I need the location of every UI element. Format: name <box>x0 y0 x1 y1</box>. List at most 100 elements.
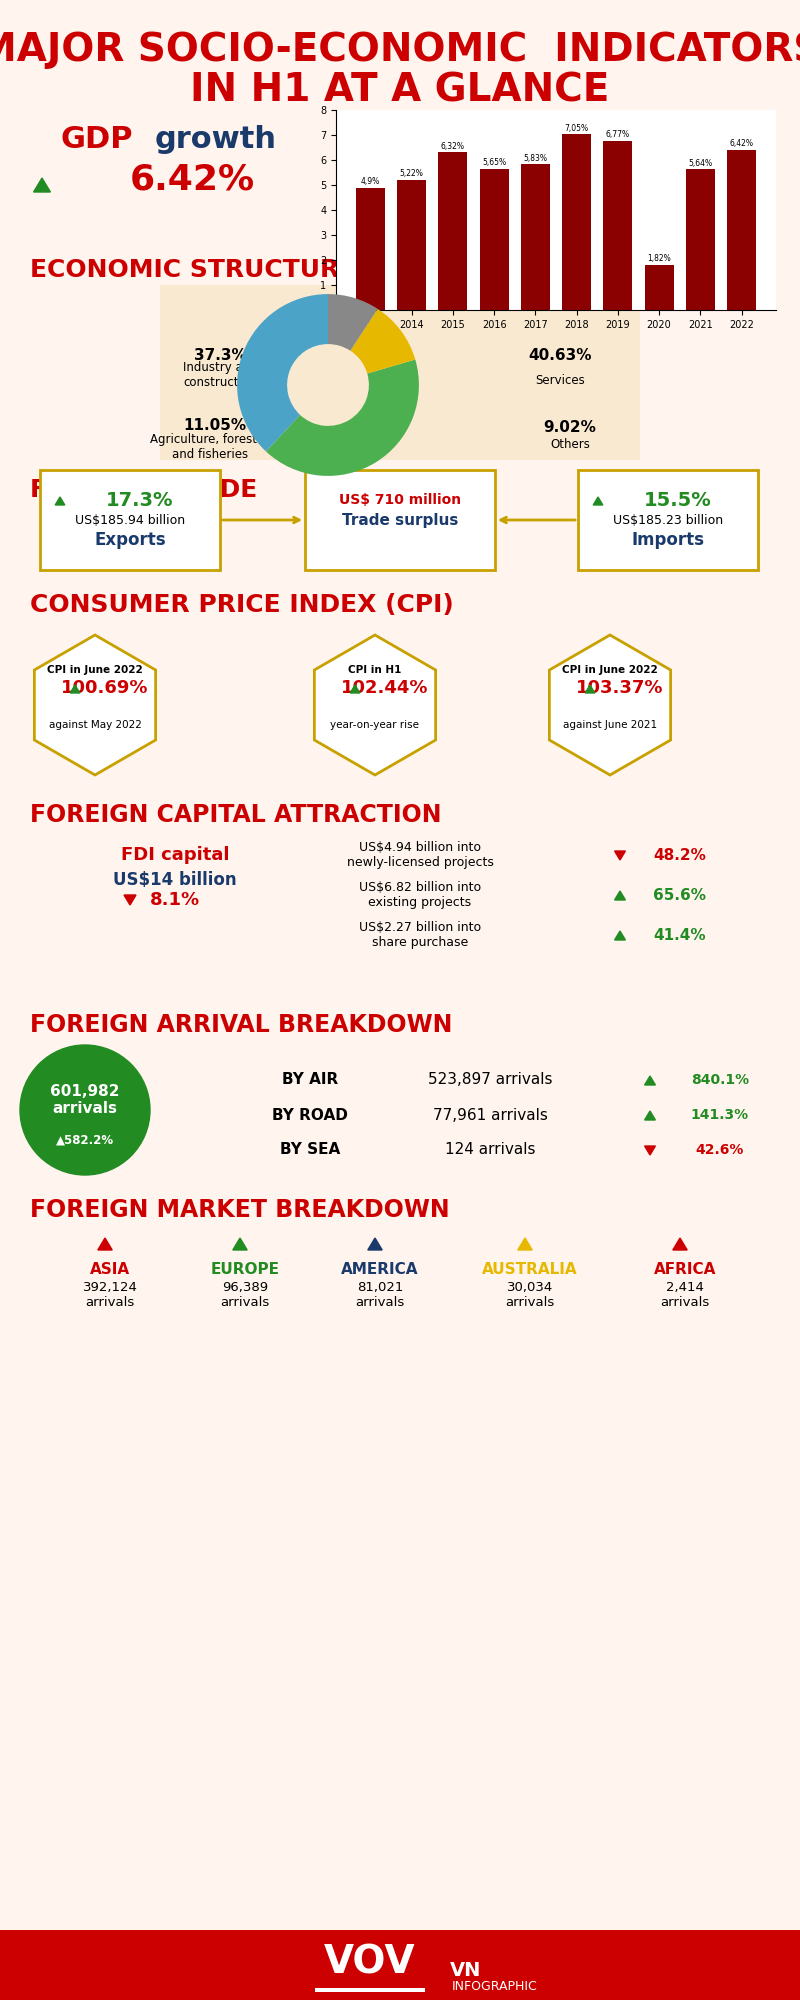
Polygon shape <box>645 1112 655 1120</box>
Text: 6,42%: 6,42% <box>730 140 754 148</box>
Text: 103.37%: 103.37% <box>576 680 664 698</box>
Wedge shape <box>350 308 415 374</box>
Text: INFOGRAPHIC: INFOGRAPHIC <box>452 1980 538 1992</box>
Text: ▲582.2%: ▲582.2% <box>56 1134 114 1146</box>
Text: 601,982
arrivals: 601,982 arrivals <box>50 1084 120 1116</box>
Text: US$185.94 billion: US$185.94 billion <box>75 514 185 526</box>
Wedge shape <box>266 360 419 476</box>
Polygon shape <box>350 684 360 694</box>
Wedge shape <box>237 294 328 452</box>
Text: US$2.27 billion into
share purchase: US$2.27 billion into share purchase <box>359 920 481 950</box>
Text: BY ROAD: BY ROAD <box>272 1108 348 1122</box>
Polygon shape <box>368 1238 382 1250</box>
Bar <box>686 170 714 310</box>
Text: US$4.94 billion into
newly-licensed projects: US$4.94 billion into newly-licensed proj… <box>346 840 494 868</box>
Text: 523,897 arrivals: 523,897 arrivals <box>428 1072 552 1088</box>
Text: 7,05%: 7,05% <box>565 124 589 132</box>
Polygon shape <box>614 932 626 940</box>
Polygon shape <box>314 636 436 774</box>
Text: EUROPE: EUROPE <box>210 1262 279 1278</box>
Text: 102.44%: 102.44% <box>342 680 429 698</box>
Polygon shape <box>673 1238 687 1250</box>
Wedge shape <box>328 294 378 350</box>
Polygon shape <box>645 1076 655 1084</box>
Text: 6,77%: 6,77% <box>606 130 630 140</box>
Text: 5,22%: 5,22% <box>400 170 424 178</box>
Text: AFRICA: AFRICA <box>654 1262 716 1278</box>
Text: US$14 billion: US$14 billion <box>113 872 237 888</box>
Text: 17.3%: 17.3% <box>106 490 174 510</box>
Bar <box>160 284 640 460</box>
Text: CPI in June 2022: CPI in June 2022 <box>562 664 658 676</box>
Text: GDP: GDP <box>60 126 133 154</box>
Text: AMERICA: AMERICA <box>342 1262 418 1278</box>
Text: 100.69%: 100.69% <box>62 680 149 698</box>
Text: 8.1%: 8.1% <box>150 892 200 908</box>
Polygon shape <box>34 636 156 774</box>
Text: 5,83%: 5,83% <box>523 154 547 164</box>
Text: BY SEA: BY SEA <box>280 1142 340 1158</box>
Text: IN H1 AT A GLANCE: IN H1 AT A GLANCE <box>190 70 610 108</box>
Text: 96,389
arrivals: 96,389 arrivals <box>220 1282 270 1308</box>
Text: FOREIGN MARKET BREAKDOWN: FOREIGN MARKET BREAKDOWN <box>30 1198 450 1222</box>
Text: 6,32%: 6,32% <box>441 142 465 150</box>
Polygon shape <box>518 1238 532 1250</box>
Text: 392,124
arrivals: 392,124 arrivals <box>82 1282 138 1308</box>
Polygon shape <box>586 684 594 694</box>
Polygon shape <box>594 496 603 504</box>
Text: ASIA: ASIA <box>90 1262 130 1278</box>
Bar <box>603 140 632 310</box>
Text: 5,65%: 5,65% <box>482 158 506 168</box>
Text: 42.6%: 42.6% <box>696 1144 744 1156</box>
Text: 48.2%: 48.2% <box>654 848 706 862</box>
Text: 41.4%: 41.4% <box>654 928 706 942</box>
Text: Others: Others <box>550 438 590 452</box>
Text: 15.5%: 15.5% <box>644 490 712 510</box>
Text: FOREIGN TRADE: FOREIGN TRADE <box>30 478 258 502</box>
Text: CONSUMER PRICE INDEX (CPI): CONSUMER PRICE INDEX (CPI) <box>30 592 454 616</box>
Text: year-on-year rise: year-on-year rise <box>330 720 419 730</box>
Text: Agriculture, forestry
and fisheries: Agriculture, forestry and fisheries <box>150 434 270 462</box>
Text: 840.1%: 840.1% <box>691 1072 749 1088</box>
FancyBboxPatch shape <box>578 470 758 570</box>
Polygon shape <box>614 852 626 860</box>
Text: FOREIGN ARRIVAL BREAKDOWN: FOREIGN ARRIVAL BREAKDOWN <box>30 1012 452 1036</box>
Bar <box>562 134 591 310</box>
Polygon shape <box>550 636 670 774</box>
Text: FOREIGN CAPITAL ATTRACTION: FOREIGN CAPITAL ATTRACTION <box>30 802 442 828</box>
Bar <box>398 180 426 310</box>
Text: US$6.82 billion into
existing projects: US$6.82 billion into existing projects <box>359 880 481 908</box>
Text: US$ 710 million: US$ 710 million <box>339 492 461 506</box>
Bar <box>438 152 467 310</box>
Polygon shape <box>98 1238 112 1250</box>
Text: VN: VN <box>450 1960 482 1980</box>
Text: Trade surplus: Trade surplus <box>342 512 458 528</box>
Bar <box>727 150 756 310</box>
Text: growth: growth <box>155 126 277 154</box>
Text: 77,961 arrivals: 77,961 arrivals <box>433 1108 547 1122</box>
Polygon shape <box>70 684 80 694</box>
Text: ECONOMIC STRUCTURE: ECONOMIC STRUCTURE <box>30 258 356 282</box>
Polygon shape <box>124 896 136 904</box>
Text: CPI in H1: CPI in H1 <box>348 664 402 676</box>
Text: against May 2022: against May 2022 <box>49 720 142 730</box>
Text: 11.05%: 11.05% <box>183 418 246 432</box>
Text: CPI in June 2022: CPI in June 2022 <box>47 664 143 676</box>
Text: 141.3%: 141.3% <box>691 1108 749 1122</box>
Text: FDI capital: FDI capital <box>121 846 230 864</box>
Text: AUSTRALIA: AUSTRALIA <box>482 1262 578 1278</box>
Text: BY AIR: BY AIR <box>282 1072 338 1088</box>
Bar <box>356 188 385 310</box>
Bar <box>315 1988 425 1992</box>
Text: 9.02%: 9.02% <box>543 420 597 434</box>
Bar <box>480 168 509 310</box>
Circle shape <box>20 1044 150 1174</box>
Polygon shape <box>55 496 65 504</box>
Text: VOV: VOV <box>324 1944 416 1980</box>
Bar <box>645 264 674 310</box>
Polygon shape <box>233 1238 247 1250</box>
Text: 65.6%: 65.6% <box>654 888 706 902</box>
Text: 6.42%: 6.42% <box>130 164 255 198</box>
Text: 124 arrivals: 124 arrivals <box>445 1142 535 1158</box>
Text: 40.63%: 40.63% <box>528 348 592 362</box>
